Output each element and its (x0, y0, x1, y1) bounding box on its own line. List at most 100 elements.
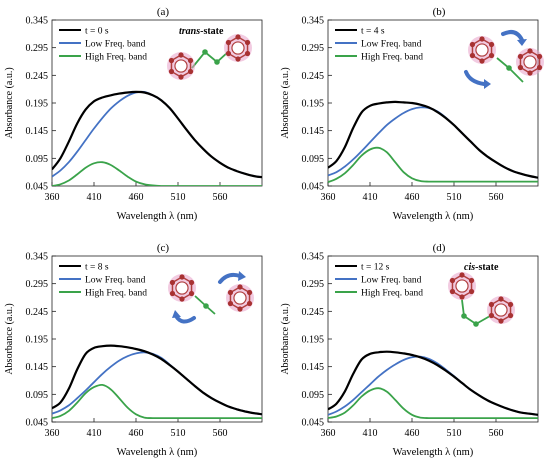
y-tick-label: 0.245 (26, 307, 49, 318)
molecule-illustration (167, 34, 252, 80)
molecule-illustration (168, 271, 254, 324)
carbon-atom (507, 301, 514, 308)
carbon-atom (488, 312, 495, 319)
y-tick-label: 0.145 (26, 126, 49, 137)
carbon-atom (178, 74, 184, 80)
carbon-atom (488, 52, 495, 59)
series-line-total (328, 100, 538, 179)
y-tick-label: 0.295 (26, 279, 49, 290)
x-tick-label: 560 (213, 192, 228, 203)
y-tick-label: 0.045 (302, 418, 325, 429)
benzene-ring-left (448, 272, 476, 300)
x-tick-label: 360 (45, 192, 60, 203)
carbon-atom (227, 300, 234, 307)
rotation-arrow-left (174, 314, 196, 324)
ring-center (494, 303, 508, 317)
state-label-suffix: -state (200, 26, 224, 37)
carbon-atom (246, 300, 253, 307)
y-tick-label: 0.295 (302, 279, 325, 290)
plot-frame (327, 255, 539, 423)
state-label-prefix: cis (464, 262, 475, 273)
carbon-atom (479, 58, 485, 64)
carbon-atom (168, 57, 175, 64)
carbon-atom (178, 52, 184, 58)
y-axis-label: Absorbance (a.u.) (280, 303, 291, 374)
x-tick-label: 510 (447, 428, 462, 439)
x-tick-label: 360 (321, 192, 336, 203)
benzene-ring-right (516, 48, 544, 76)
y-tick-label: 0.345 (26, 252, 49, 263)
carbon-atom (225, 50, 232, 57)
legend-entry: Low Freq. band (85, 40, 146, 50)
benzene-ring-right (224, 34, 252, 62)
carbon-atom (536, 53, 543, 60)
y-tick-label: 0.145 (26, 362, 49, 373)
y-tick-label: 0.045 (302, 182, 325, 193)
y-tick-label: 0.245 (302, 71, 325, 82)
carbon-atom (449, 288, 456, 295)
series-line-low (328, 355, 538, 416)
legend-entry: High Freq. band (85, 289, 147, 299)
series-line-high (52, 383, 262, 420)
carbon-atom (244, 39, 251, 46)
y-tick-label: 0.245 (302, 307, 325, 318)
carbon-atom (449, 277, 456, 284)
carbon-atom (168, 68, 175, 75)
legend-entry: High Freq. band (85, 53, 147, 63)
carbon-atom (188, 290, 195, 297)
benzene-ring-right (226, 284, 254, 312)
state-label: trans-state (179, 26, 224, 37)
y-tick-label: 0.295 (26, 43, 49, 54)
panel-label: (c) (157, 242, 170, 254)
legend-entry: High Freq. band (361, 53, 423, 63)
carbon-atom (536, 64, 543, 71)
series-line-low (52, 90, 262, 178)
series-line-total (52, 90, 262, 179)
series-line-total (52, 344, 262, 416)
nitrogen-atom (202, 49, 208, 55)
legend-entry: t = 4 s (361, 27, 385, 37)
legend-entry: t = 8 s (85, 263, 109, 273)
y-tick-label: 0.295 (302, 43, 325, 54)
benzene-ring-left (468, 36, 496, 64)
carbon-atom (469, 52, 476, 59)
carbon-atom (488, 41, 495, 48)
benzene-ring-right (487, 296, 515, 324)
arrowhead (484, 79, 491, 89)
arrowhead (238, 271, 246, 281)
x-tick-label: 560 (489, 428, 504, 439)
ring-center (455, 279, 469, 293)
x-tick-label: 410 (363, 192, 378, 203)
rotation-arrow-left (464, 70, 486, 86)
carbon-atom (246, 289, 253, 296)
chart-panel: (d) 0.045 0.095 0.145 0.195 0.245 0.295 0.345 36… (280, 242, 539, 458)
y-tick-label: 0.195 (26, 99, 49, 110)
state-label-suffix: -state (475, 262, 499, 273)
series-line-total (328, 350, 538, 416)
x-tick-label: 410 (87, 192, 102, 203)
carbon-atom (169, 279, 176, 286)
benzene-ring-left (168, 274, 196, 302)
y-axis-label: Absorbance (a.u.) (4, 67, 15, 138)
state-label-prefix: trans (179, 26, 200, 37)
carbon-atom (227, 289, 234, 296)
rotation-arrow-right (218, 272, 242, 284)
carbon-atom (237, 284, 243, 290)
legend-entry: t = 0 s (85, 27, 109, 37)
chart-panel: (c) 0.045 0.095 0.145 0.195 0.245 0.295 0.345 36… (4, 242, 263, 458)
carbon-atom (235, 56, 241, 62)
y-tick-label: 0.095 (302, 390, 325, 401)
carbon-atom (517, 53, 524, 60)
x-tick-label: 360 (321, 428, 336, 439)
y-tick-label: 0.045 (26, 418, 49, 429)
series-line-high (328, 146, 538, 183)
carbon-atom (517, 64, 524, 71)
x-axis-label: Wavelength λ (nm) (117, 211, 198, 222)
y-tick-label: 0.345 (302, 252, 325, 263)
carbon-atom (527, 70, 533, 76)
state-label: cis-state (464, 262, 499, 273)
x-axis-label: Wavelength λ (nm) (393, 447, 474, 458)
y-tick-label: 0.195 (26, 335, 49, 346)
carbon-atom (507, 312, 514, 319)
x-tick-label: 460 (129, 192, 144, 203)
